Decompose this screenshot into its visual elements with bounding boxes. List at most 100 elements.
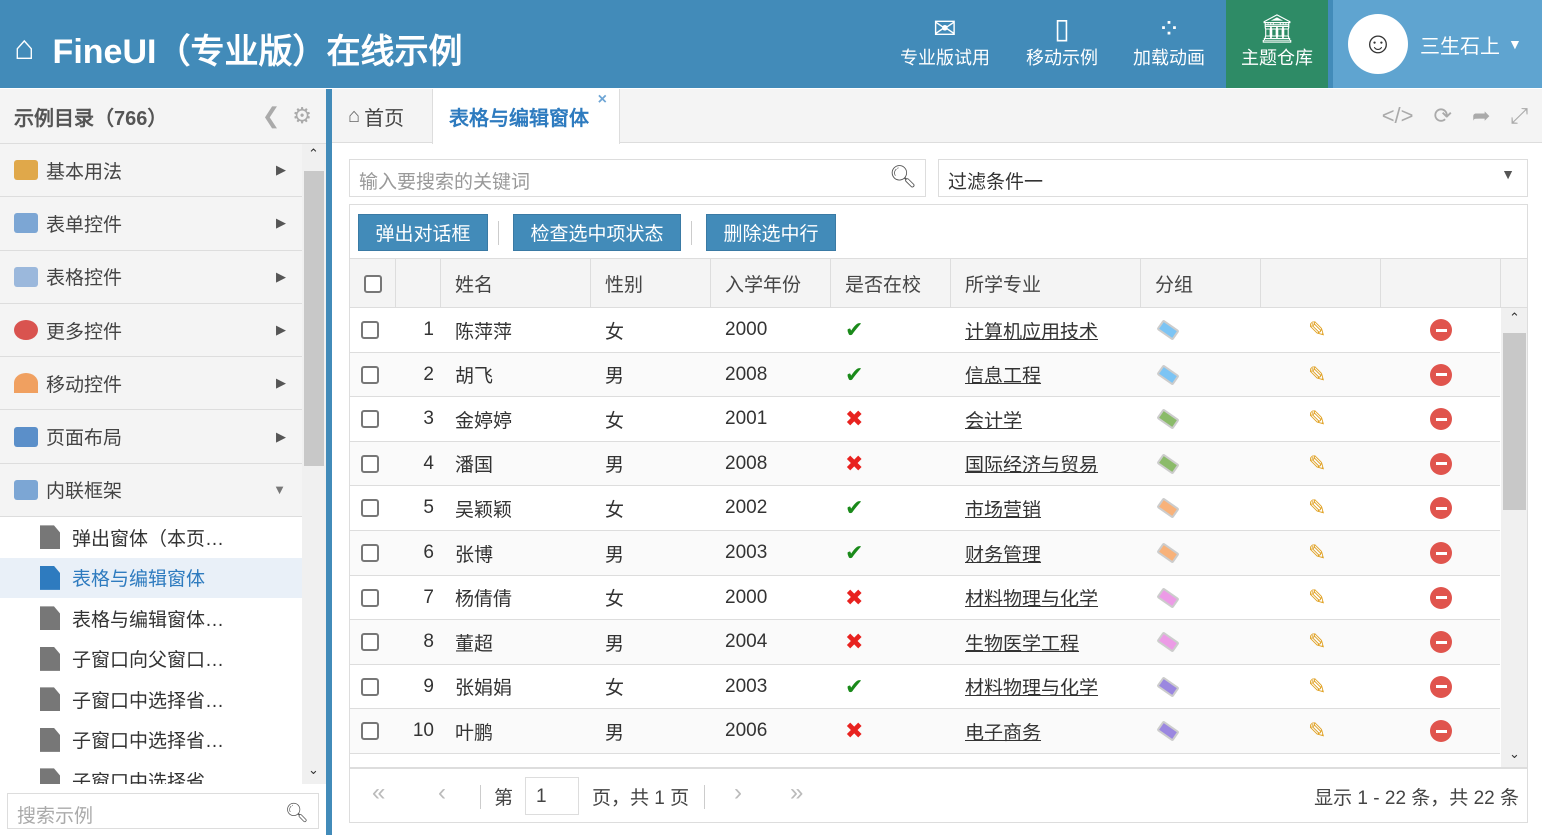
delete-icon[interactable] xyxy=(1430,497,1452,520)
delete-icon[interactable] xyxy=(1430,542,1452,564)
row-checkbox[interactable] xyxy=(361,321,379,339)
loading-animation-button[interactable]: ⁘ 加载动画 xyxy=(1122,0,1216,88)
sidebar-item-grid[interactable]: 表格控件 ▶ xyxy=(0,250,302,304)
cell-major-link[interactable]: 国际经济与贸易 xyxy=(965,455,1099,477)
check-selected-button[interactable]: 检查选中项状态 xyxy=(513,214,681,251)
expand-icon[interactable]: ⤢ xyxy=(1510,103,1528,128)
row-checkbox[interactable] xyxy=(361,722,379,741)
sidebar-item-iframe[interactable]: 内联框架 ▼ xyxy=(0,463,302,518)
scroll-thumb[interactable] xyxy=(1503,333,1526,510)
sidebar-subitem[interactable]: 表格与编辑窗体… xyxy=(0,598,302,639)
mobile-demo-button[interactable]: ▯ 移动示例 xyxy=(1015,0,1109,88)
scroll-down-icon[interactable]: ⌄ xyxy=(1509,746,1520,761)
scroll-thumb[interactable] xyxy=(304,171,324,466)
prev-page-icon[interactable]: ‹ xyxy=(438,779,446,806)
pencil-icon[interactable]: ✎ xyxy=(1308,495,1327,521)
delete-icon[interactable] xyxy=(1430,452,1452,475)
sidebar-subitem[interactable]: 子窗口中选择省… xyxy=(0,679,302,720)
sidebar-subitem[interactable]: 子窗口向父窗口… xyxy=(0,639,302,680)
next-page-icon[interactable]: › xyxy=(734,779,742,806)
first-page-icon[interactable]: « xyxy=(372,779,386,806)
pencil-icon[interactable]: ✎ xyxy=(1308,317,1327,342)
pencil-icon[interactable]: ✎ xyxy=(1308,406,1327,432)
delete-icon[interactable] xyxy=(1430,631,1452,654)
delete-icon[interactable] xyxy=(1430,363,1452,386)
table-row[interactable]: 2 胡飞 男 2008 ✔ 信息工程 ✎ xyxy=(350,352,1500,398)
pencil-icon[interactable]: ✎ xyxy=(1308,718,1327,744)
scroll-up-icon[interactable]: ⌃ xyxy=(1509,310,1520,325)
delete-icon[interactable] xyxy=(1430,586,1452,609)
cell-major-link[interactable]: 财务管理 xyxy=(965,544,1042,566)
delete-icon[interactable] xyxy=(1430,720,1452,743)
sidebar-item-basic[interactable]: 基本用法 ▶ xyxy=(0,144,302,198)
search-icon[interactable]: 🔍︎ xyxy=(889,164,917,189)
delete-icon[interactable] xyxy=(1430,408,1452,431)
splitter[interactable] xyxy=(326,89,332,835)
share-icon[interactable]: ➦ xyxy=(1471,103,1491,128)
pro-trial-button[interactable]: ✉ 专业版试用 xyxy=(892,0,998,88)
table-row[interactable]: 8 董超 男 2004 ✖ 生物医学工程 ✎ xyxy=(350,620,1500,665)
row-checkbox[interactable] xyxy=(361,499,379,518)
last-page-icon[interactable]: » xyxy=(790,779,804,806)
pencil-icon[interactable]: ✎ xyxy=(1308,584,1327,610)
collapse-icon[interactable]: ❮ xyxy=(261,103,281,128)
table-row[interactable]: 5 吴颖颖 女 2002 ✔ 市场营销 ✎ xyxy=(350,486,1500,531)
cell-major-link[interactable]: 信息工程 xyxy=(965,366,1042,388)
app-logo[interactable]: ⌂ FineUI（专业版）在线示例 xyxy=(14,24,462,73)
table-row[interactable]: 9 张娟娟 女 2003 ✔ 材料物理与化学 ✎ xyxy=(350,665,1500,710)
row-checkbox[interactable] xyxy=(361,544,379,562)
scroll-down-icon[interactable]: ⌄ xyxy=(308,762,319,777)
row-checkbox[interactable] xyxy=(361,365,379,384)
sidebar-subitem[interactable]: 弹出窗体（本页… xyxy=(0,517,302,558)
header-major[interactable]: 所学专业 xyxy=(951,259,1141,308)
tab-grid-edit[interactable]: 表格与编辑窗体 × xyxy=(433,89,620,144)
tab-home[interactable]: ⌂ 首页 xyxy=(332,89,433,144)
delete-selected-button[interactable]: 删除选中行 xyxy=(706,214,836,251)
row-checkbox[interactable] xyxy=(361,633,379,652)
sidebar-scrollbar[interactable]: ⌃ ⌄ xyxy=(302,144,326,784)
sidebar-item-layout[interactable]: 页面布局 ▶ xyxy=(0,410,302,464)
sidebar-item-form[interactable]: 表单控件 ▶ xyxy=(0,197,302,251)
header-name[interactable]: 姓名 xyxy=(441,259,591,308)
code-icon[interactable]: </> xyxy=(1381,103,1414,128)
table-row[interactable]: 10 叶鹏 男 2006 ✖ 电子商务 ✎ xyxy=(350,709,1500,754)
pencil-icon[interactable]: ✎ xyxy=(1308,361,1327,387)
cell-major-link[interactable]: 电子商务 xyxy=(965,722,1042,744)
popup-dialog-button[interactable]: 弹出对话框 xyxy=(358,214,488,251)
sidebar-item-mobile[interactable]: 移动控件 ▶ xyxy=(0,357,302,411)
sidebar-subitem-active[interactable]: 表格与编辑窗体 xyxy=(0,557,302,599)
cell-major-link[interactable]: 材料物理与化学 xyxy=(965,589,1099,611)
filter-select[interactable]: 过滤条件一 ▼ xyxy=(938,159,1528,197)
grid-scrollbar[interactable]: ⌃ ⌄ xyxy=(1501,308,1527,767)
delete-icon[interactable] xyxy=(1430,675,1452,698)
gear-icon[interactable]: ⚙ xyxy=(292,103,312,128)
sidebar-search-input[interactable]: 搜索示例 🔍︎ xyxy=(7,793,319,829)
row-checkbox[interactable] xyxy=(361,677,379,696)
select-all-checkbox[interactable] xyxy=(364,274,382,293)
pencil-icon[interactable]: ✎ xyxy=(1308,450,1327,476)
cell-major-link[interactable]: 材料物理与化学 xyxy=(965,678,1099,700)
header-group[interactable]: 分组 xyxy=(1141,259,1261,308)
pencil-icon[interactable]: ✎ xyxy=(1308,540,1327,565)
cell-major-link[interactable]: 生物医学工程 xyxy=(965,633,1080,655)
sidebar-subitem[interactable]: 子窗口中选择省… xyxy=(0,760,302,784)
table-row[interactable]: 7 杨倩倩 女 2000 ✖ 材料物理与化学 ✎ xyxy=(350,576,1500,621)
table-row[interactable]: 3 金婷婷 女 2001 ✖ 会计学 ✎ xyxy=(350,397,1500,442)
row-checkbox[interactable] xyxy=(361,588,379,607)
search-icon[interactable]: 🔍︎ xyxy=(284,803,309,824)
header-enrolled[interactable]: 是否在校 xyxy=(831,259,951,308)
table-row[interactable]: 1 陈萍萍 女 2000 ✔ 计算机应用技术 ✎ xyxy=(350,308,1500,353)
keyword-input[interactable]: 输入要搜索的关键词 🔍︎ xyxy=(349,159,926,197)
delete-icon[interactable] xyxy=(1430,319,1452,341)
sidebar-item-more[interactable]: 更多控件 ▶ xyxy=(0,303,302,358)
row-checkbox[interactable] xyxy=(361,454,379,473)
close-icon[interactable]: × xyxy=(597,91,607,108)
theme-repo-button[interactable]: 🏛 主题仓库 xyxy=(1226,0,1328,88)
user-menu[interactable]: ☺ 三生石上 ▼ xyxy=(1333,0,1542,88)
header-year[interactable]: 入学年份 xyxy=(711,259,831,308)
cell-major-link[interactable]: 计算机应用技术 xyxy=(965,321,1099,343)
cell-major-link[interactable]: 市场营销 xyxy=(965,499,1042,521)
table-row[interactable]: 6 张博 男 2003 ✔ 财务管理 ✎ xyxy=(350,531,1500,576)
scroll-up-icon[interactable]: ⌃ xyxy=(308,146,319,161)
row-checkbox[interactable] xyxy=(361,410,379,429)
